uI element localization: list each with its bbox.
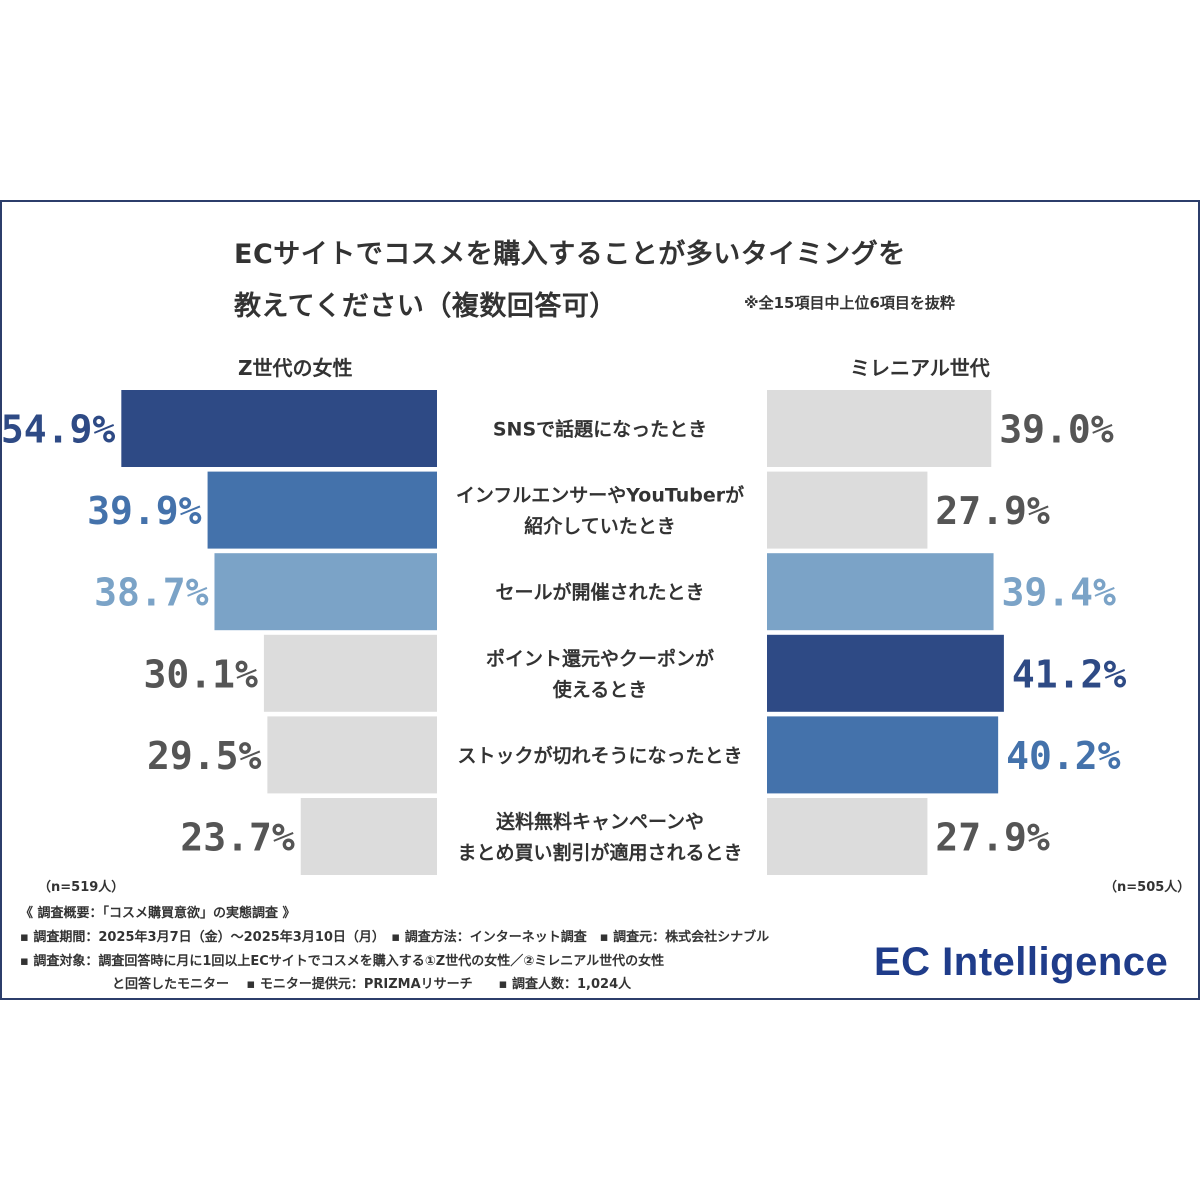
ec-intelligence-logo: EC Intelligence: [874, 940, 1169, 984]
right-value-label-5: 27.9%: [935, 816, 1050, 860]
left-value-label-1: 39.9%: [87, 489, 202, 533]
right-bar-4: [767, 716, 999, 794]
left-bar-5: [300, 798, 437, 875]
chart-title-line2: 教えてください（複数回答可）: [234, 291, 617, 322]
right-value-label-3: 41.2%: [1012, 652, 1127, 696]
left-bar-1: [207, 471, 437, 549]
right-value-label-2: 39.4%: [1002, 571, 1117, 615]
category-label-2-0: セールが開催されたとき: [495, 581, 704, 604]
right-bar-3: [767, 634, 1004, 712]
left-group-label: Z世代の女性: [238, 356, 353, 380]
left-value-label-0: 54.9%: [1, 408, 116, 452]
right-value-label-4: 40.2%: [1006, 734, 1121, 778]
left-value-label-4: 29.5%: [147, 734, 262, 778]
chart-frame: [0, 200, 1200, 1000]
category-label-1-1: 紹介していたとき: [524, 515, 675, 538]
category-label-0-0: SNSで話題になったとき: [493, 418, 707, 441]
footnote-survey-period: ▪ 調査期間：2025年3月7日（金）〜2025年3月10日（月） ▪ 調査方法…: [20, 930, 770, 945]
right-group-label: ミレニアル世代: [850, 356, 990, 380]
footnote-survey-title: 《 調査概要：「コスメ購買意欲」の実態調査 》: [20, 906, 296, 921]
left-value-label-5: 23.7%: [180, 816, 295, 860]
left-value-label-3: 30.1%: [144, 652, 259, 696]
right-sample-size: （n=505人）: [1104, 880, 1191, 895]
category-label-4-0: ストックが切れそうになったとき: [457, 744, 742, 767]
left-bar-0: [121, 390, 437, 467]
right-bar-2: [767, 553, 994, 631]
right-value-label-1: 27.9%: [935, 489, 1050, 533]
chart-title-line1: ECサイトでコスメを購入することが多いタイミングを: [234, 239, 906, 270]
category-label-1-0: インフルエンサーやYouTuberが: [456, 484, 744, 507]
right-bar-0: [767, 390, 992, 467]
left-value-label-2: 38.7%: [94, 571, 209, 615]
category-label-5-0: 送料無料キャンペーンや: [496, 810, 704, 833]
footnote-survey-target: ▪ 調査対象：調査回答時に月に1回以上ECサイトでコスメを購入する①Z世代の女性…: [20, 954, 665, 969]
left-sample-size: （n=519人）: [38, 880, 125, 895]
right-value-label-0: 39.0%: [999, 408, 1114, 452]
category-label-3-0: ポイント還元やクーポンが: [486, 647, 714, 670]
left-bar-2: [214, 553, 437, 631]
left-bar-3: [263, 634, 437, 712]
footnote-survey-provider: と回答したモニター ▪ モニター提供元：PRIZMAリサーチ ▪ 調査人数：1,…: [112, 977, 632, 992]
right-bar-5: [767, 798, 928, 875]
chart-note: ※全15項目中上位6項目を抜粋: [744, 294, 955, 312]
left-bar-4: [267, 716, 437, 794]
right-bar-1: [767, 471, 928, 549]
category-label-5-1: まとめ買い割引が適用されるとき: [457, 841, 742, 864]
category-label-3-1: 使えるとき: [552, 679, 647, 701]
